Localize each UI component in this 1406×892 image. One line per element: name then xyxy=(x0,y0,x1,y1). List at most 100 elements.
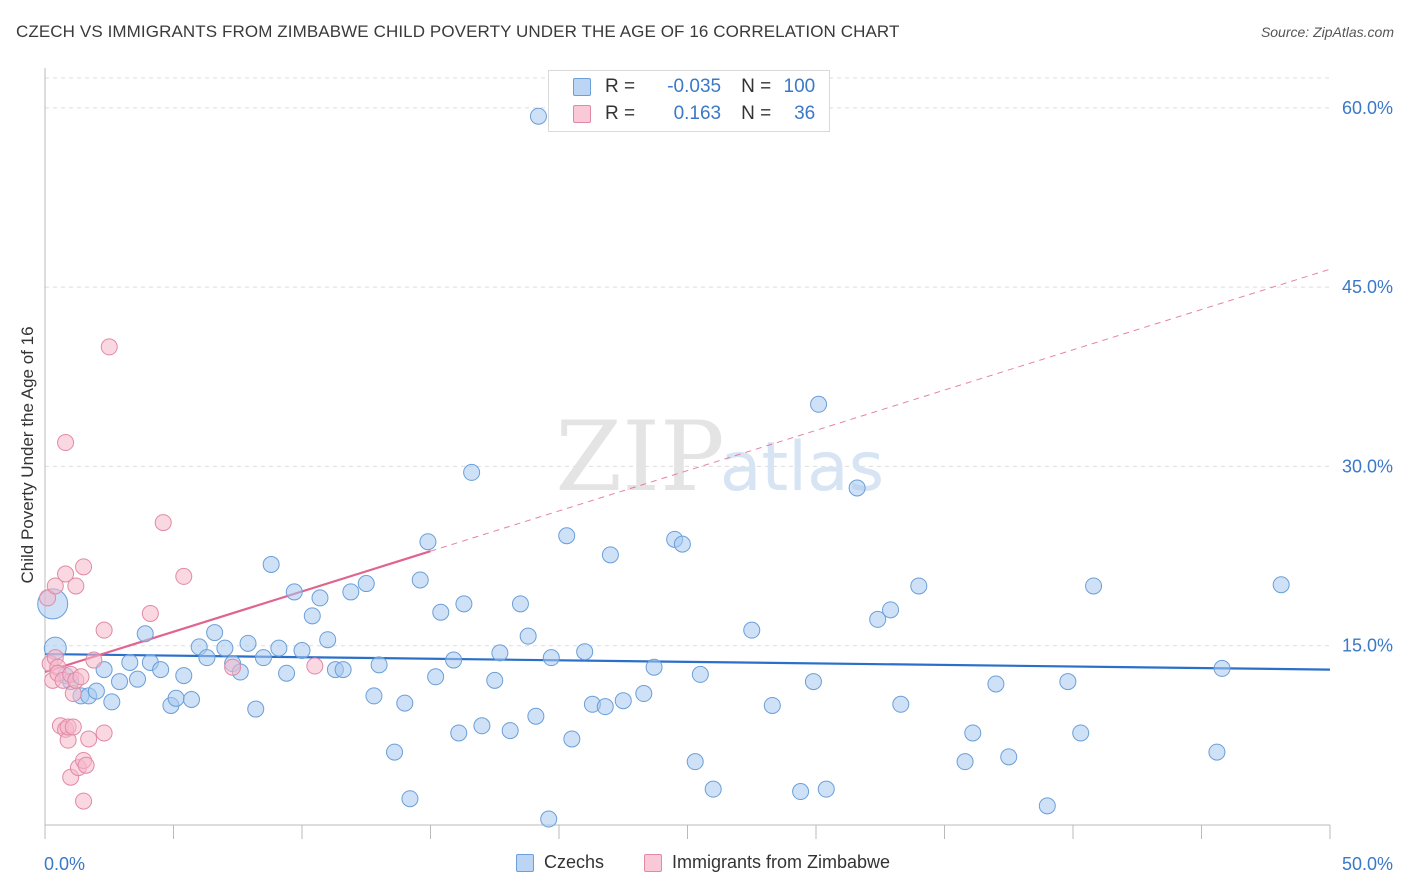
legend-item-czechs[interactable]: Czechs xyxy=(516,852,604,873)
czechs-point xyxy=(1038,797,1056,815)
czechs-point xyxy=(386,743,404,761)
y-tick-label: 45.0% xyxy=(1342,277,1393,297)
czechs-point xyxy=(704,780,722,798)
czechs-point xyxy=(601,546,619,564)
legend-r-value: 0.163 xyxy=(673,103,722,124)
czechs-point xyxy=(527,707,545,725)
zimbabwe-point xyxy=(57,434,75,452)
czechs-point xyxy=(432,603,450,621)
czechs-point xyxy=(691,665,709,683)
czechs-point xyxy=(198,649,216,667)
legend-r-value: -0.035 xyxy=(667,76,722,97)
legend-r-label: R = xyxy=(605,103,636,124)
y-tick-label: 15.0% xyxy=(1342,636,1393,656)
watermark: ZIP atlas xyxy=(555,401,884,513)
czechs-point xyxy=(763,696,781,714)
zimbabwe-point xyxy=(57,565,75,583)
legend-item-zimbabwe[interactable]: Immigrants from Zimbabwe xyxy=(644,852,890,873)
zimbabwe-point xyxy=(175,567,193,585)
zimbabwe-point xyxy=(77,756,95,774)
zimbabwe-point xyxy=(85,651,103,669)
czechs-point xyxy=(686,753,704,771)
czechs-point xyxy=(848,479,866,497)
grid-lines xyxy=(45,77,1330,647)
czechs-point xyxy=(445,651,463,669)
czechs-point xyxy=(152,661,170,679)
czechs-point xyxy=(614,692,632,710)
czechs-point xyxy=(311,589,329,607)
czechs-point xyxy=(540,810,558,828)
zimbabwe-point xyxy=(75,792,93,810)
czechs-point xyxy=(882,601,900,619)
czechs-point xyxy=(239,634,257,652)
czechs-point xyxy=(303,607,321,625)
czechs-point xyxy=(401,790,419,808)
czechs-point xyxy=(450,724,468,742)
czechs-point xyxy=(357,575,375,593)
zimbabwe-point xyxy=(67,577,85,595)
axes xyxy=(44,68,1331,839)
zimbabwe-point xyxy=(95,724,113,742)
czechs-point xyxy=(293,641,311,659)
czechs-point xyxy=(254,649,272,667)
czechs-point xyxy=(419,533,437,551)
czechs-point xyxy=(576,643,594,661)
czechs-point xyxy=(511,595,529,613)
czechs-point xyxy=(175,667,193,685)
x-tick-label: 50.0% xyxy=(1342,854,1393,874)
czechs-point xyxy=(1272,576,1290,594)
czechs-point xyxy=(411,571,429,589)
czechs-point xyxy=(910,577,928,595)
zimbabwe-point xyxy=(100,338,118,356)
zimbabwe-point xyxy=(46,577,64,595)
czechs-point xyxy=(182,691,200,708)
czechs-point xyxy=(673,535,691,553)
czechs-point xyxy=(1072,724,1090,742)
czechs-point xyxy=(216,639,234,657)
chart-title: CZECH VS IMMIGRANTS FROM ZIMBABWE CHILD … xyxy=(16,22,900,41)
czechs-point xyxy=(892,695,910,713)
czechs-point xyxy=(167,689,185,707)
czechs-point xyxy=(810,395,828,413)
czechs-point xyxy=(987,675,1005,693)
zimbabwe-label: Immigrants from Zimbabwe xyxy=(672,852,891,872)
zimbabwe-trend-line xyxy=(44,550,431,674)
zimbabwe-point xyxy=(64,718,82,736)
czechs-point xyxy=(334,661,352,679)
zimbabwe-point xyxy=(72,668,90,686)
czechs-point xyxy=(111,673,129,691)
czechs-point xyxy=(370,656,388,674)
czechs-point xyxy=(542,649,560,667)
zimbabwe-point xyxy=(154,514,172,532)
czechs-point xyxy=(558,527,576,545)
czechs-point xyxy=(645,658,663,676)
czechs-point xyxy=(486,671,504,689)
zimbabwe-trend-extension xyxy=(430,268,1331,552)
legend-n-value: 100 xyxy=(783,76,816,97)
czechs-point xyxy=(491,644,509,662)
czechs-point xyxy=(285,583,303,601)
stats-legend: R = -0.035 N = 100 R = 0.163 N = 36 xyxy=(548,70,830,132)
czechs-point xyxy=(869,610,887,628)
czechs-point xyxy=(792,783,810,801)
czechs-point xyxy=(270,639,288,657)
tick-labels: 15.0% 30.0% 45.0% 60.0% 0.0% 50.0% xyxy=(44,98,1393,874)
source-label: Source: ZipAtlas.com xyxy=(1260,24,1394,40)
czechs-point xyxy=(129,670,147,688)
zimbabwe-point xyxy=(224,658,242,676)
czechs-point xyxy=(278,664,296,682)
czechs-point xyxy=(804,673,822,691)
czechs-point xyxy=(964,724,982,742)
legend-n-value: 36 xyxy=(794,103,816,124)
czechs-point xyxy=(1059,673,1077,691)
zimbabwe-point xyxy=(75,558,93,576)
y-tick-label: 30.0% xyxy=(1342,456,1393,476)
czechs-point xyxy=(247,700,265,718)
czechs-point xyxy=(365,687,383,705)
czechs-point xyxy=(1213,659,1231,677)
czechs-point xyxy=(1000,748,1018,766)
czechs-point xyxy=(427,668,445,686)
y-tick-label: 60.0% xyxy=(1342,98,1393,118)
czechs-point xyxy=(743,621,761,639)
series-legend: Czechs Immigrants from Zimbabwe xyxy=(0,852,1406,878)
